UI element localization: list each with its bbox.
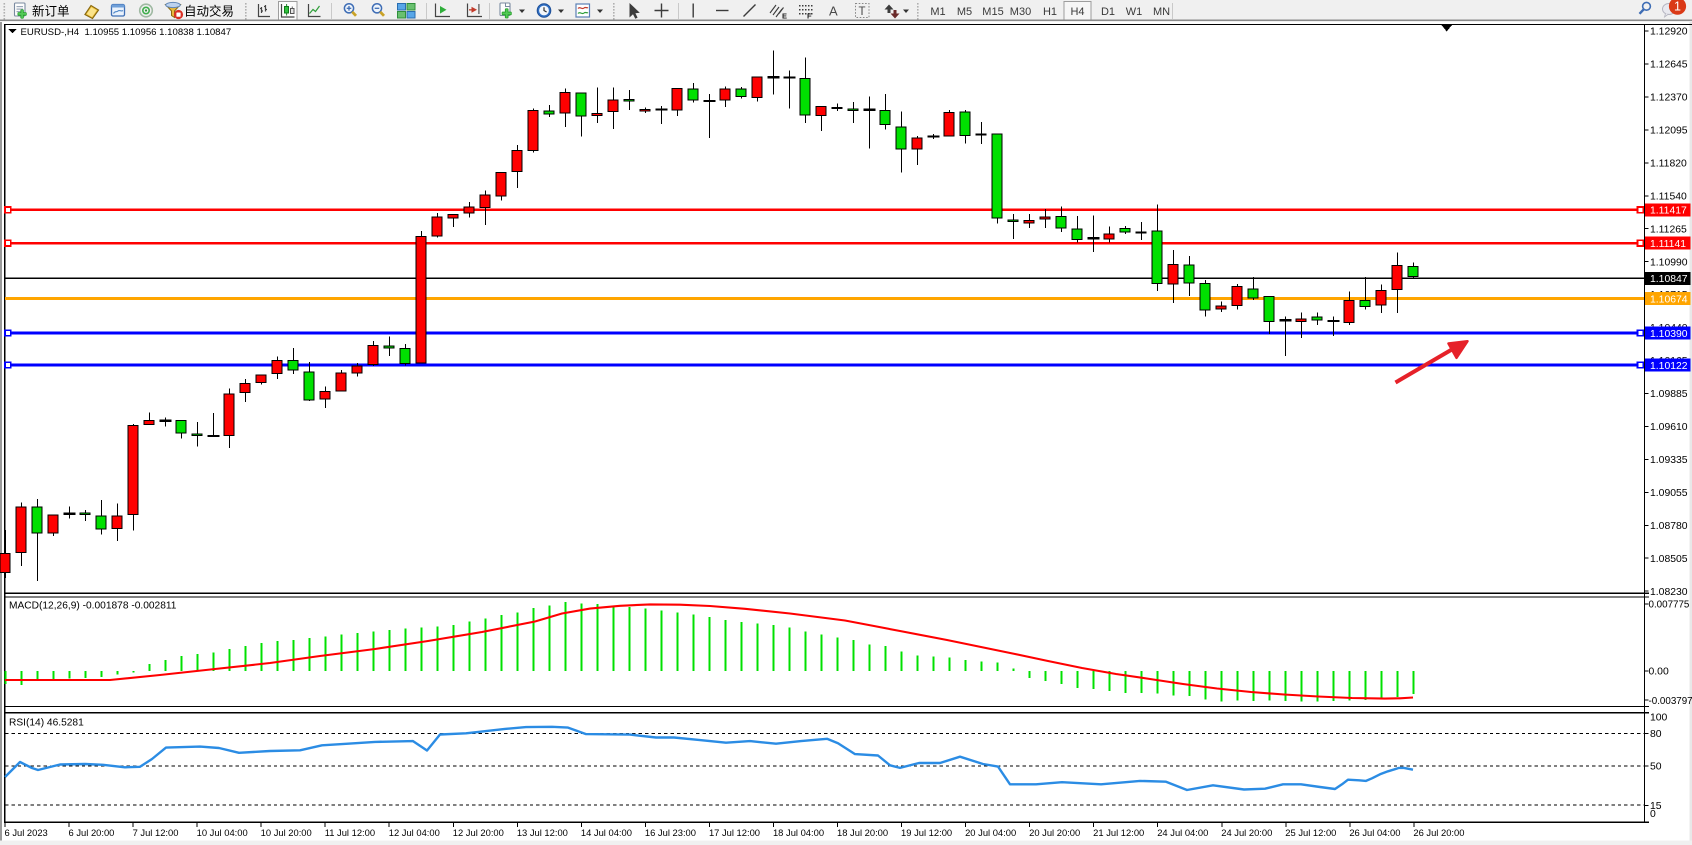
- svg-text:12 Jul 04:00: 12 Jul 04:00: [389, 827, 440, 838]
- svg-text:A: A: [829, 4, 838, 19]
- svg-text:1.11417: 1.11417: [1650, 206, 1687, 217]
- svg-text:自动交易: 自动交易: [184, 4, 234, 19]
- svg-text:1.09055: 1.09055: [1650, 488, 1688, 499]
- svg-text:1: 1: [1674, 0, 1681, 14]
- svg-text:13 Jul 12:00: 13 Jul 12:00: [517, 827, 568, 838]
- svg-text:11 Jul 12:00: 11 Jul 12:00: [325, 827, 375, 838]
- svg-text:M1: M1: [930, 6, 945, 18]
- svg-text:80: 80: [1650, 729, 1662, 740]
- svg-text:1.11820: 1.11820: [1650, 158, 1687, 169]
- svg-text:20 Jul 20:00: 20 Jul 20:00: [1029, 827, 1080, 838]
- svg-text:1.11540: 1.11540: [1650, 191, 1687, 202]
- svg-text:1.08505: 1.08505: [1650, 554, 1688, 565]
- svg-text:6 Jul 20:00: 6 Jul 20:00: [69, 827, 115, 838]
- svg-text:19 Jul 12:00: 19 Jul 12:00: [901, 827, 952, 838]
- svg-text:1.12645: 1.12645: [1650, 60, 1688, 71]
- svg-text:MN: MN: [1153, 6, 1170, 18]
- svg-text:10 Jul 20:00: 10 Jul 20:00: [261, 827, 312, 838]
- svg-text:1.10390: 1.10390: [1650, 329, 1688, 340]
- svg-text:M30: M30: [1010, 6, 1031, 18]
- svg-text:50: 50: [1650, 762, 1662, 773]
- svg-text:新订单: 新订单: [32, 4, 70, 19]
- svg-text:1.12095: 1.12095: [1650, 125, 1688, 136]
- svg-text:1.10674: 1.10674: [1650, 294, 1688, 305]
- svg-text:M15: M15: [982, 6, 1003, 18]
- svg-text:26 Jul 04:00: 26 Jul 04:00: [1349, 827, 1400, 838]
- svg-text:F: F: [807, 12, 812, 21]
- svg-text:T: T: [859, 6, 866, 18]
- svg-text:1.12920: 1.12920: [1650, 27, 1688, 38]
- svg-text:7 Jul 12:00: 7 Jul 12:00: [133, 827, 179, 838]
- svg-text:10 Jul 04:00: 10 Jul 04:00: [197, 827, 248, 838]
- svg-text:1.10122: 1.10122: [1650, 361, 1688, 372]
- svg-text:H1: H1: [1043, 6, 1057, 18]
- svg-text:1.09885: 1.09885: [1650, 389, 1688, 400]
- svg-text:17 Jul 12:00: 17 Jul 12:00: [709, 827, 760, 838]
- svg-text:12 Jul 20:00: 12 Jul 20:00: [453, 827, 504, 838]
- svg-text:18 Jul 04:00: 18 Jul 04:00: [773, 827, 824, 838]
- svg-text:H4: H4: [1070, 6, 1084, 18]
- svg-text:24 Jul 04:00: 24 Jul 04:00: [1157, 827, 1208, 838]
- svg-text:1.10847: 1.10847: [1650, 274, 1688, 285]
- svg-text:15: 15: [1650, 801, 1662, 812]
- svg-text:W1: W1: [1126, 6, 1143, 18]
- svg-text:20 Jul 04:00: 20 Jul 04:00: [965, 827, 1016, 838]
- svg-text:1.10990: 1.10990: [1650, 257, 1688, 268]
- svg-text:16 Jul 23:00: 16 Jul 23:00: [645, 827, 696, 838]
- svg-text:18 Jul 20:00: 18 Jul 20:00: [837, 827, 888, 838]
- svg-text:1.12370: 1.12370: [1650, 93, 1688, 104]
- svg-text:24 Jul 20:00: 24 Jul 20:00: [1221, 827, 1272, 838]
- svg-text:26 Jul 20:00: 26 Jul 20:00: [1413, 827, 1464, 838]
- svg-text:MACD(12,26,9) -0.001878 -0.002: MACD(12,26,9) -0.001878 -0.002811: [9, 601, 177, 612]
- svg-text:D1: D1: [1101, 6, 1115, 18]
- svg-text:M5: M5: [957, 6, 972, 18]
- svg-text:1.08780: 1.08780: [1650, 521, 1688, 532]
- svg-text:-0.003797: -0.003797: [1649, 696, 1692, 707]
- svg-text:1.09335: 1.09335: [1650, 455, 1688, 466]
- svg-text:0.00: 0.00: [1649, 667, 1669, 678]
- svg-text:0: 0: [1650, 809, 1656, 820]
- svg-text:1.11265: 1.11265: [1650, 224, 1687, 235]
- svg-text:21 Jul 12:00: 21 Jul 12:00: [1093, 827, 1144, 838]
- svg-text:RSI(14) 46.5281: RSI(14) 46.5281: [9, 717, 84, 728]
- svg-text:6 Jul 2023: 6 Jul 2023: [5, 827, 48, 838]
- svg-text:EURUSD-,H4 1.10955 1.10956 1.: EURUSD-,H4 1.10955 1.10956 1.10838 1.108…: [21, 27, 232, 38]
- svg-text:E: E: [782, 12, 787, 21]
- svg-text:100: 100: [1650, 712, 1668, 723]
- svg-text:25 Jul 12:00: 25 Jul 12:00: [1285, 827, 1336, 838]
- svg-text:0.007775: 0.007775: [1649, 600, 1690, 611]
- svg-text:1.09610: 1.09610: [1650, 422, 1688, 433]
- svg-text:1.11141: 1.11141: [1650, 239, 1686, 250]
- svg-text:1.08230: 1.08230: [1650, 587, 1688, 598]
- svg-text:14 Jul 04:00: 14 Jul 04:00: [581, 827, 632, 838]
